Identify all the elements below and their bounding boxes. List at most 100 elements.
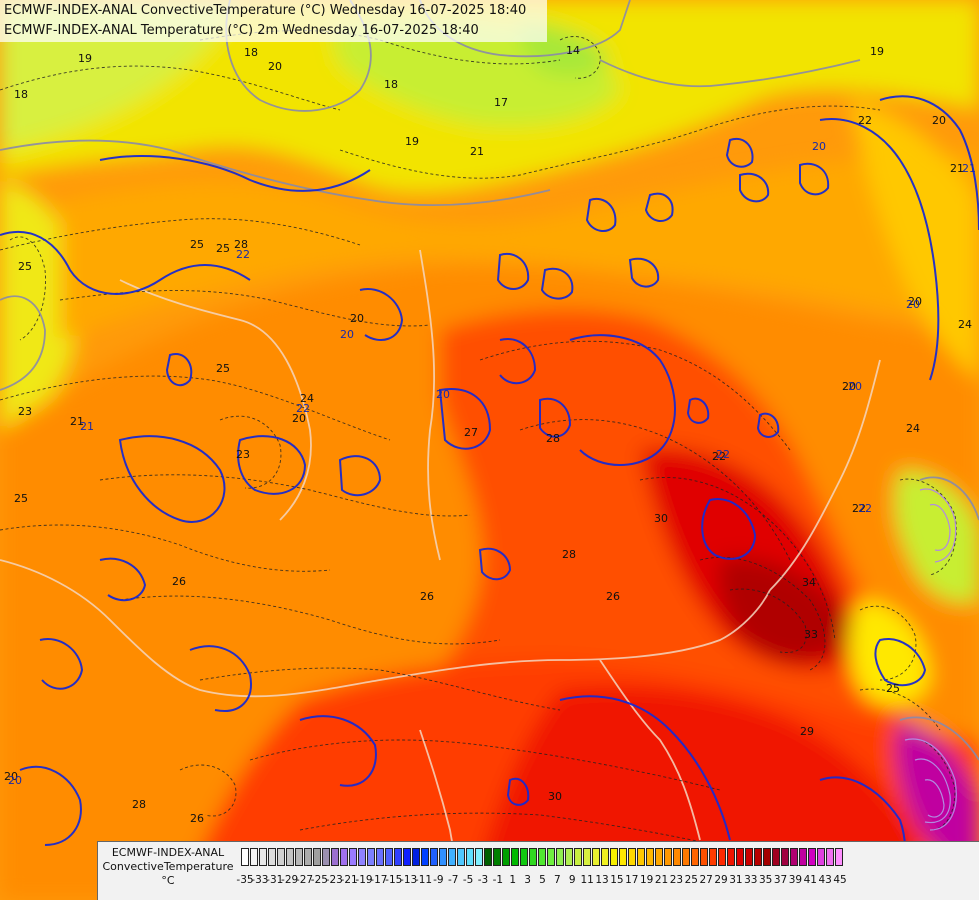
legend-swatch (412, 848, 420, 866)
legend-tick-label: -15 (385, 874, 403, 886)
contour-label: 25 (190, 238, 204, 251)
blue-contours (0, 95, 979, 881)
title-2m-temperature: ECMWF-INDEX-ANAL Temperature (°C) 2m Wed… (4, 23, 479, 38)
contour-label: 25 (886, 682, 900, 695)
legend-tick-label: 11 (580, 874, 594, 886)
legend-tick-label: -31 (266, 874, 284, 886)
contour-label: 20 (350, 312, 364, 325)
legend-swatch (772, 848, 780, 866)
contour-label: 14 (566, 44, 580, 57)
contour-label: 29 (800, 725, 814, 738)
contour-label: 24 (958, 318, 972, 331)
legend-swatch (745, 848, 753, 866)
legend-swatch (709, 848, 717, 866)
legend-swatch (646, 848, 654, 866)
contour-label: 22 (852, 502, 866, 515)
legend-tick-label: -9 (433, 874, 444, 886)
legend-tick-label: -17 (370, 874, 388, 886)
legend-swatch (367, 848, 375, 866)
legend-swatch (628, 848, 636, 866)
legend-swatch (331, 848, 339, 866)
legend-swatch (403, 848, 411, 866)
legend-swatch (691, 848, 699, 866)
legend-swatch (799, 848, 807, 866)
blue-contour-labels: 20 22 20 20 20 20 22 22 21 22 21 20 (8, 140, 976, 787)
title-convective-temperature: ECMWF-INDEX-ANAL ConvectiveTemperature (… (4, 3, 527, 18)
legend-swatch (304, 848, 312, 866)
legend-swatch (457, 848, 465, 866)
contour-label: 18 (14, 88, 28, 101)
legend-tick-label: -7 (448, 874, 459, 886)
blue-contour-label: 20 (848, 380, 862, 393)
contour-label: 28 (562, 548, 576, 561)
legend-swatch (502, 848, 510, 866)
legend-swatch (241, 848, 249, 866)
legend-swatch (520, 848, 528, 866)
green-east-patch (894, 470, 979, 603)
contour-label: 25 (216, 242, 230, 255)
legend-tick-label: -29 (281, 874, 299, 886)
legend-swatch (394, 848, 402, 866)
legend-swatch (673, 848, 681, 866)
title-box: ECMWF-INDEX-ANAL ConvectiveTemperature (… (0, 0, 547, 42)
contour-label: 25 (18, 260, 32, 273)
contour-label: 20 (932, 114, 946, 127)
blue-contour-label: 20 (436, 388, 450, 401)
contour-label: 20 (268, 60, 282, 73)
legend-tick-label: -5 (462, 874, 474, 886)
blue-contour-label: 20 (8, 774, 22, 787)
legend-tick-label: 1 (509, 874, 517, 886)
legend-swatch (835, 848, 843, 866)
contour-label: 21 (470, 145, 484, 158)
legend-model: ECMWF-INDEX-ANAL (111, 846, 225, 859)
legend-tick-label: 5 (539, 874, 546, 886)
legend-swatch (358, 848, 366, 866)
contour-label: 20 (292, 412, 306, 425)
legend-swatch (322, 848, 330, 866)
legend-swatch (286, 848, 294, 866)
contour-label: 33 (804, 628, 818, 641)
country-borders (0, 249, 881, 900)
contour-label: 20 (4, 770, 18, 783)
legend-swatch (790, 848, 798, 866)
legend-swatch (493, 848, 501, 866)
legend-tick-label: 27 (699, 874, 713, 886)
contour-label: 23 (236, 448, 250, 461)
legend-tick-label: 29 (714, 874, 728, 886)
legend-swatch (547, 848, 555, 866)
contour-label: 26 (606, 590, 620, 603)
legend-tick-label: -23 (325, 874, 343, 886)
legend-tick-label: 3 (524, 874, 531, 886)
legend-swatch (430, 848, 438, 866)
contour-label: 21 (950, 162, 964, 175)
legend-swatch (718, 848, 726, 866)
contour-label: 25 (14, 492, 28, 505)
legend-swatch (511, 848, 519, 866)
legend-swatch (385, 848, 393, 866)
legend-swatch (817, 848, 825, 866)
contour-label: 19 (870, 45, 884, 58)
legend-swatch (475, 848, 483, 866)
legend-swatch (637, 848, 645, 866)
contour-label: 24 (906, 422, 920, 435)
contour-label: 22 (858, 114, 872, 127)
legend-tick-label: 35 (758, 874, 773, 886)
legend-swatch (574, 848, 582, 866)
legend-swatch (376, 848, 384, 866)
legend-swatch (583, 848, 591, 866)
legend-title: ECMWF-INDEX-ANAL ConvectiveTemperature °… (98, 846, 238, 888)
legend-tick-label: -11 (414, 874, 433, 886)
contour-label: 30 (654, 512, 668, 525)
contour-label: 20 (842, 380, 856, 393)
legend-swatch (682, 848, 690, 866)
contour-label: 19 (405, 135, 419, 148)
legend-swatch (619, 848, 627, 866)
legend-swatch (421, 848, 429, 866)
legend-swatch (448, 848, 456, 866)
legend-tick-label: -1 (492, 874, 504, 886)
contour-label: 26 (172, 575, 186, 588)
legend-tick-label: 21 (654, 874, 669, 886)
legend-swatch (781, 848, 789, 866)
